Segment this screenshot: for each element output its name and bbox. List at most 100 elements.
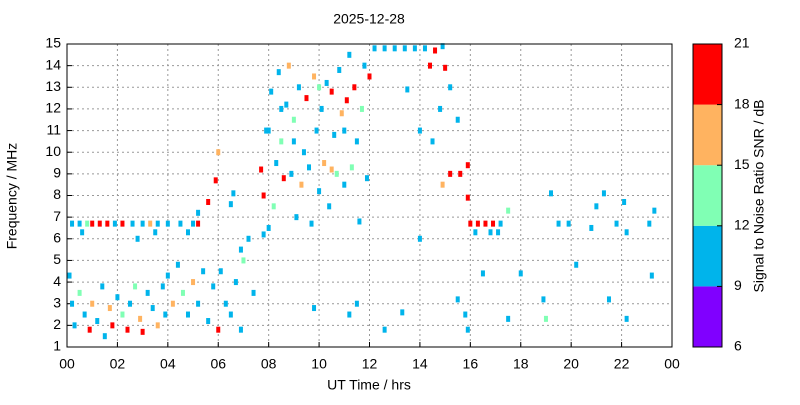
data-point xyxy=(347,311,352,318)
data-point xyxy=(269,88,274,95)
colorbar-band xyxy=(693,165,722,226)
x-tick-label: 04 xyxy=(160,356,176,372)
x-tick-label: 08 xyxy=(261,356,277,372)
colorbar-band xyxy=(693,44,722,105)
x-tick-label: 16 xyxy=(463,356,479,372)
data-point xyxy=(594,203,599,210)
data-point xyxy=(309,220,314,227)
y-tick-label: 5 xyxy=(53,251,61,267)
data-point xyxy=(170,300,175,307)
data-point xyxy=(206,318,211,325)
data-point xyxy=(246,235,251,242)
data-point xyxy=(624,315,629,322)
data-point xyxy=(601,190,606,197)
data-point xyxy=(191,220,196,227)
data-point xyxy=(299,181,304,188)
plot-frame xyxy=(66,43,673,348)
data-point xyxy=(155,220,160,227)
data-point xyxy=(80,229,85,236)
data-point xyxy=(647,220,652,227)
data-point xyxy=(352,84,357,91)
data-point xyxy=(566,220,571,227)
data-point xyxy=(475,220,480,227)
data-point xyxy=(90,220,95,227)
x-tick-label: 22 xyxy=(614,356,630,372)
data-point xyxy=(274,160,279,167)
data-point xyxy=(417,127,422,134)
data-point xyxy=(72,322,77,329)
data-point xyxy=(120,311,125,318)
data-point xyxy=(465,162,470,169)
data-point xyxy=(349,164,354,171)
data-point xyxy=(228,311,233,318)
data-point xyxy=(400,309,405,316)
data-point xyxy=(130,220,135,227)
data-point xyxy=(271,203,276,210)
data-point xyxy=(312,73,317,80)
data-point xyxy=(367,73,372,80)
data-point xyxy=(82,311,87,318)
y-tick-label: 1 xyxy=(53,338,61,354)
colorbar-frame xyxy=(692,43,723,348)
data-point xyxy=(455,296,460,303)
y-tick-label: 15 xyxy=(45,35,61,51)
data-point xyxy=(228,201,233,208)
x-axis-label: UT Time / hrs xyxy=(327,377,411,393)
data-point xyxy=(233,279,238,286)
data-point xyxy=(339,110,344,117)
data-point xyxy=(259,166,264,173)
data-point xyxy=(480,270,485,277)
data-point xyxy=(440,43,445,50)
data-point xyxy=(238,326,243,333)
data-point xyxy=(276,69,281,76)
colorbar-band xyxy=(693,286,722,347)
y-tick-label: 10 xyxy=(45,143,61,159)
data-point xyxy=(488,229,493,236)
data-point xyxy=(148,220,153,227)
data-point xyxy=(329,88,334,95)
data-point xyxy=(153,229,158,236)
data-point xyxy=(90,300,95,307)
colorbar-label: Signal to Noise Ratio SNR / dB xyxy=(751,100,767,293)
data-point xyxy=(518,270,523,277)
y-axis-label: Frequency / MHz xyxy=(4,143,20,250)
data-point xyxy=(85,220,90,227)
data-point xyxy=(543,315,548,322)
data-point xyxy=(231,190,236,197)
y-tick-label: 12 xyxy=(45,100,61,116)
data-point xyxy=(364,175,369,182)
data-point xyxy=(312,305,317,312)
colorbar-tick-label: 15 xyxy=(734,156,750,172)
data-point xyxy=(216,149,221,156)
chart-title: 2025-12-28 xyxy=(333,11,405,27)
y-tick-label: 2 xyxy=(53,316,61,332)
data-point xyxy=(140,328,145,335)
data-point xyxy=(468,220,473,227)
x-tick-label: 02 xyxy=(110,356,126,372)
data-point xyxy=(107,305,112,312)
data-point xyxy=(392,45,397,52)
data-point xyxy=(213,177,218,184)
x-tick-label: 00 xyxy=(664,356,680,372)
data-point xyxy=(77,220,82,227)
data-point xyxy=(549,190,553,197)
data-point xyxy=(112,220,117,227)
data-point xyxy=(422,45,427,52)
data-point xyxy=(574,261,579,268)
data-point xyxy=(332,131,337,138)
data-point xyxy=(317,84,322,91)
x-tick-label: 20 xyxy=(563,356,579,372)
data-point xyxy=(138,315,143,322)
x-tick-label: 00 xyxy=(59,356,75,372)
y-tick-label: 9 xyxy=(53,165,61,181)
x-tick-label: 10 xyxy=(311,356,327,372)
data-point xyxy=(115,294,120,301)
data-point xyxy=(261,192,266,199)
data-point xyxy=(342,181,347,188)
data-point xyxy=(120,220,125,227)
data-point xyxy=(291,138,296,145)
data-point xyxy=(223,300,228,307)
data-point xyxy=(266,224,271,231)
